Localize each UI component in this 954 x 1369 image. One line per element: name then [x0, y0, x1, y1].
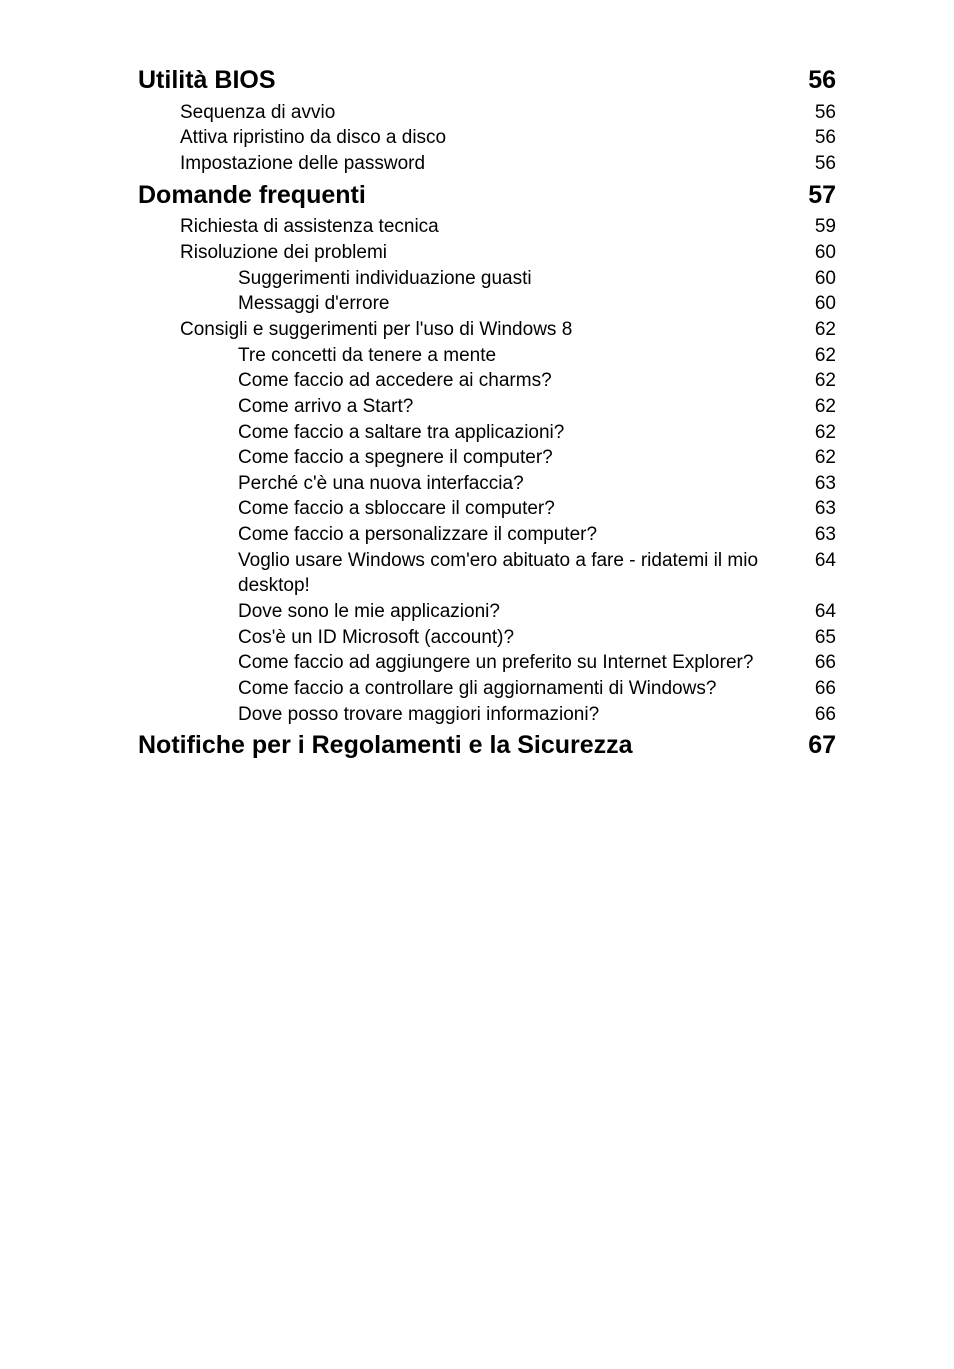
- toc-entry-page: 56: [796, 100, 836, 126]
- toc-entry-page: 67: [796, 729, 836, 763]
- toc-entry-page: 66: [796, 650, 836, 676]
- toc-entry-page: 63: [796, 471, 836, 497]
- toc-entry-title: Cos'è un ID Microsoft (account)?: [238, 625, 796, 651]
- toc-entry-title: Voglio usare Windows com'ero abituato a …: [238, 548, 796, 599]
- toc-entry-page: 65: [796, 625, 836, 651]
- toc-entry-title: Domande frequenti: [138, 179, 796, 213]
- toc-entry-title: Impostazione delle password: [180, 151, 796, 177]
- toc-entry-title: Come faccio ad aggiungere un preferito s…: [238, 650, 796, 676]
- toc-entry-title: Come faccio ad accedere ai charms?: [238, 368, 796, 394]
- toc-entry[interactable]: Suggerimenti individuazione guasti60: [138, 266, 836, 292]
- toc-entry[interactable]: Come faccio a controllare gli aggiorname…: [138, 676, 836, 702]
- toc-entry[interactable]: Dove sono le mie applicazioni?64: [138, 599, 836, 625]
- toc-entry-title: Dove sono le mie applicazioni?: [238, 599, 796, 625]
- toc-entry-title: Richiesta di assistenza tecnica: [180, 214, 796, 240]
- toc-entry-title: Consigli e suggerimenti per l'uso di Win…: [180, 317, 796, 343]
- toc-entry-page: 56: [796, 125, 836, 151]
- toc-entry[interactable]: Voglio usare Windows com'ero abituato a …: [138, 548, 836, 599]
- toc-entry-title: Come arrivo a Start?: [238, 394, 796, 420]
- toc-entry[interactable]: Risoluzione dei problemi60: [138, 240, 836, 266]
- toc-entry-page: 66: [796, 702, 836, 728]
- toc-entry[interactable]: Sequenza di avvio56: [138, 100, 836, 126]
- toc-entry-page: 66: [796, 676, 836, 702]
- toc-entry[interactable]: Come faccio a spegnere il computer?62: [138, 445, 836, 471]
- toc-entry-title: Perché c'è una nuova interfaccia?: [238, 471, 796, 497]
- toc-entry[interactable]: Come faccio ad accedere ai charms?62: [138, 368, 836, 394]
- toc-entry-title: Come faccio a personalizzare il computer…: [238, 522, 796, 548]
- toc-entry[interactable]: Messaggi d'errore60: [138, 291, 836, 317]
- toc-entry[interactable]: Cos'è un ID Microsoft (account)?65: [138, 625, 836, 651]
- toc-entry-title: Notifiche per i Regolamenti e la Sicurez…: [138, 729, 796, 763]
- toc-entry[interactable]: Utilità BIOS56: [138, 62, 836, 100]
- toc-entry-title: Dove posso trovare maggiori informazioni…: [238, 702, 796, 728]
- toc-entry-title: Utilità BIOS: [138, 64, 796, 98]
- toc-entry-page: 64: [796, 548, 836, 574]
- toc-entry-page: 60: [796, 266, 836, 292]
- toc-entry-page: 56: [796, 64, 836, 98]
- toc-entry[interactable]: Dove posso trovare maggiori informazioni…: [138, 702, 836, 728]
- toc-entry-page: 64: [796, 599, 836, 625]
- toc-entry-page: 62: [796, 394, 836, 420]
- toc-entry[interactable]: Tre concetti da tenere a mente62: [138, 343, 836, 369]
- toc-entry-page: 62: [796, 420, 836, 446]
- toc-entry-page: 56: [796, 151, 836, 177]
- toc-entry[interactable]: Domande frequenti57: [138, 177, 836, 215]
- toc-entry-page: 60: [796, 240, 836, 266]
- table-of-contents: Utilità BIOS56Sequenza di avvio56Attiva …: [138, 62, 836, 765]
- toc-entry-page: 60: [796, 291, 836, 317]
- toc-entry-page: 62: [796, 317, 836, 343]
- toc-entry-page: 62: [796, 445, 836, 471]
- toc-entry[interactable]: Notifiche per i Regolamenti e la Sicurez…: [138, 727, 836, 765]
- toc-entry[interactable]: Richiesta di assistenza tecnica59: [138, 214, 836, 240]
- toc-entry-page: 62: [796, 368, 836, 394]
- toc-entry-title: Tre concetti da tenere a mente: [238, 343, 796, 369]
- toc-entry[interactable]: Come arrivo a Start?62: [138, 394, 836, 420]
- toc-entry-title: Attiva ripristino da disco a disco: [180, 125, 796, 151]
- toc-entry[interactable]: Consigli e suggerimenti per l'uso di Win…: [138, 317, 836, 343]
- toc-entry-title: Come faccio a controllare gli aggiorname…: [238, 676, 796, 702]
- toc-entry-page: 63: [796, 496, 836, 522]
- toc-entry-title: Come faccio a spegnere il computer?: [238, 445, 796, 471]
- toc-entry[interactable]: Impostazione delle password56: [138, 151, 836, 177]
- toc-entry[interactable]: Come faccio a sbloccare il computer?63: [138, 496, 836, 522]
- toc-entry-page: 63: [796, 522, 836, 548]
- toc-entry-title: Sequenza di avvio: [180, 100, 796, 126]
- toc-entry-page: 62: [796, 343, 836, 369]
- toc-entry-title: Suggerimenti individuazione guasti: [238, 266, 796, 292]
- toc-entry[interactable]: Come faccio a saltare tra applicazioni?6…: [138, 420, 836, 446]
- toc-entry-page: 57: [796, 179, 836, 213]
- toc-entry[interactable]: Come faccio ad aggiungere un preferito s…: [138, 650, 836, 676]
- toc-entry-title: Messaggi d'errore: [238, 291, 796, 317]
- toc-entry-title: Risoluzione dei problemi: [180, 240, 796, 266]
- toc-entry-title: Come faccio a saltare tra applicazioni?: [238, 420, 796, 446]
- toc-entry[interactable]: Come faccio a personalizzare il computer…: [138, 522, 836, 548]
- toc-entry-page: 59: [796, 214, 836, 240]
- toc-entry[interactable]: Perché c'è una nuova interfaccia?63: [138, 471, 836, 497]
- toc-entry[interactable]: Attiva ripristino da disco a disco56: [138, 125, 836, 151]
- toc-entry-title: Come faccio a sbloccare il computer?: [238, 496, 796, 522]
